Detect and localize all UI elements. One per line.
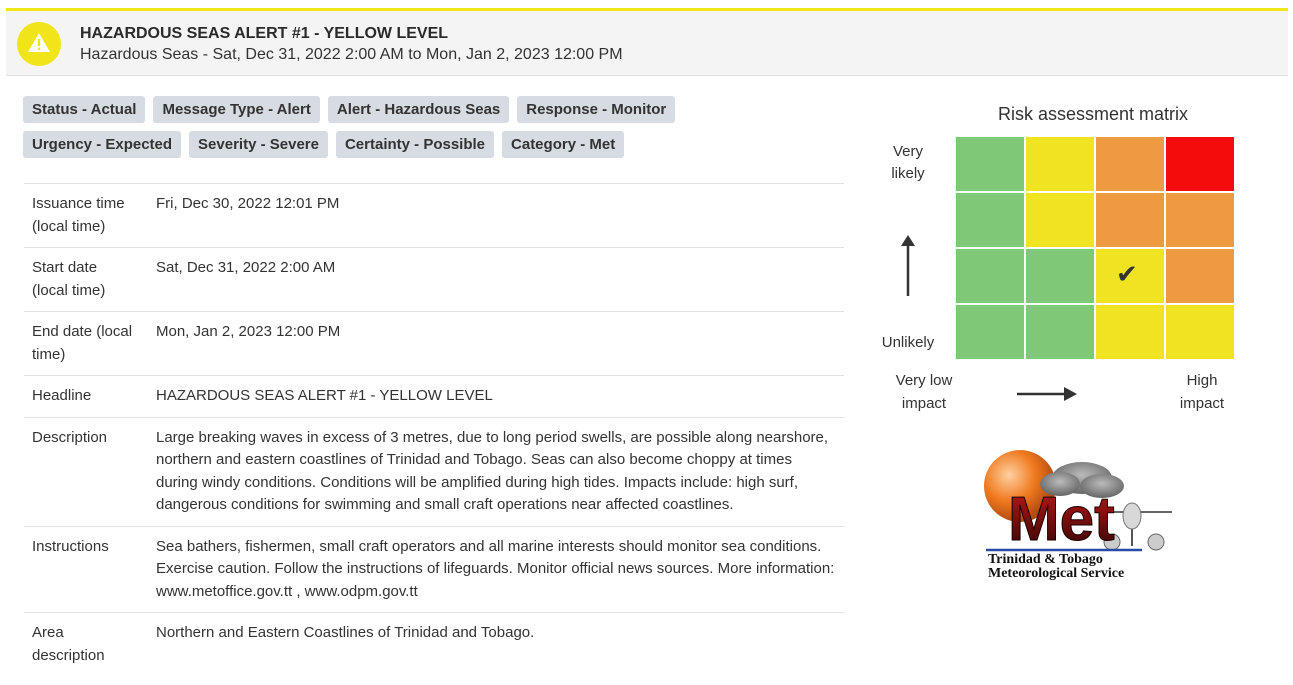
checkmark-icon: ✔ xyxy=(1116,259,1138,289)
tag-certainty: Certainty - Possible xyxy=(335,131,495,158)
detail-value: HAZARDOUS SEAS ALERT #1 - YELLOW LEVEL xyxy=(144,375,844,417)
logo-line-1: Trinidad & Tobago xyxy=(988,552,1103,567)
risk-cell-orange xyxy=(1166,193,1234,247)
detail-value: Sea bathers, fishermen, small craft oper… xyxy=(144,525,844,613)
y-axis-bottom-label: Unlikely xyxy=(881,334,935,351)
x-axis-left-label: Very low impact xyxy=(895,372,953,412)
alert-header: HAZARDOUS SEAS ALERT #1 - YELLOW LEVEL H… xyxy=(6,11,1288,76)
risk-cell-yellow xyxy=(1096,249,1164,303)
risk-cell-green xyxy=(956,137,1024,191)
tag-severity: Severity - Severe xyxy=(189,131,328,158)
risk-matrix: Risk assessment matrix Very likely Unlik… xyxy=(870,100,1290,430)
detail-label: Area description xyxy=(24,612,144,676)
risk-cell-green xyxy=(956,249,1024,303)
tag-message-type: Message Type - Alert xyxy=(153,96,320,123)
tag-row: Urgency - Expected Severity - Severe Cer… xyxy=(23,131,703,158)
detail-value: Fri, Dec 30, 2022 12:01 PM xyxy=(144,183,844,248)
detail-label: Instructions xyxy=(24,525,144,613)
alert-level-badge xyxy=(17,22,61,66)
y-axis-top-label: Very likely xyxy=(891,143,925,182)
risk-cell-green xyxy=(956,193,1024,247)
risk-cell-yellow xyxy=(1096,305,1164,359)
risk-cell-orange xyxy=(1096,137,1164,191)
table-row: Area description Northern and Eastern Co… xyxy=(24,612,844,676)
risk-cell-yellow xyxy=(1026,193,1094,247)
alert-title: HAZARDOUS SEAS ALERT #1 - YELLOW LEVEL xyxy=(80,25,449,42)
alert-subtitle: Hazardous Seas - Sat, Dec 31, 2022 2:00 … xyxy=(80,46,623,63)
detail-value: Sat, Dec 31, 2022 2:00 AM xyxy=(144,247,844,312)
risk-cell-green xyxy=(1026,249,1094,303)
detail-value: Mon, Jan 2, 2023 12:00 PM xyxy=(144,311,844,376)
logo-line-2: Meteorological Service xyxy=(988,566,1125,581)
tag-status: Status - Actual xyxy=(23,96,146,123)
met-logo-text: Met xyxy=(1008,485,1115,554)
x-axis-right-label: High impact xyxy=(1179,372,1225,412)
risk-cell-yellow xyxy=(1026,137,1094,191)
tag-category: Category - Met xyxy=(502,131,625,158)
arrow-up-icon xyxy=(901,235,915,296)
detail-label: Headline xyxy=(24,375,144,417)
risk-cell-green xyxy=(956,305,1024,359)
met-service-logo: Met Trinidad & Tobago Meteorological Ser… xyxy=(982,446,1182,586)
table-row: Description Large breaking waves in exce… xyxy=(24,416,844,526)
risk-cell-orange xyxy=(1166,249,1234,303)
risk-matrix-title: Risk assessment matrix xyxy=(998,104,1189,124)
table-row: Start date (local time) Sat, Dec 31, 202… xyxy=(24,247,844,312)
risk-cell-red xyxy=(1166,137,1234,191)
table-row: Issuance time (local time) Fri, Dec 30, … xyxy=(24,183,844,248)
risk-grid: ✔ xyxy=(956,137,1236,361)
risk-cell-yellow xyxy=(1166,305,1234,359)
table-row: Instructions Sea bathers, fishermen, sma… xyxy=(24,525,844,613)
alert-level-bar xyxy=(6,8,1288,11)
detail-label: Description xyxy=(24,416,144,526)
tag-urgency: Urgency - Expected xyxy=(23,131,182,158)
tag-response: Response - Monitor xyxy=(517,96,676,123)
warning-triangle-icon xyxy=(28,33,50,52)
detail-label: Start date (local time) xyxy=(24,247,144,312)
detail-label: Issuance time (local time) xyxy=(24,183,144,248)
table-row: End date (local time) Mon, Jan 2, 2023 1… xyxy=(24,311,844,376)
alert-details-table: Issuance time (local time) Fri, Dec 30, … xyxy=(24,183,844,676)
risk-cell-orange xyxy=(1096,193,1164,247)
detail-value: Northern and Eastern Coastlines of Trini… xyxy=(144,612,844,676)
met-logo-graphic: Met xyxy=(984,450,1172,555)
arrow-right-icon xyxy=(1017,387,1077,401)
tag-row: Status - Actual Message Type - Alert Ale… xyxy=(23,96,703,123)
detail-value: Large breaking waves in excess of 3 metr… xyxy=(144,416,844,526)
table-row: Headline HAZARDOUS SEAS ALERT #1 - YELLO… xyxy=(24,375,844,417)
risk-cell-green xyxy=(1026,305,1094,359)
alert-tags: Status - Actual Message Type - Alert Ale… xyxy=(23,96,703,166)
detail-label: End date (local time) xyxy=(24,311,144,376)
tag-alert: Alert - Hazardous Seas xyxy=(327,96,510,123)
